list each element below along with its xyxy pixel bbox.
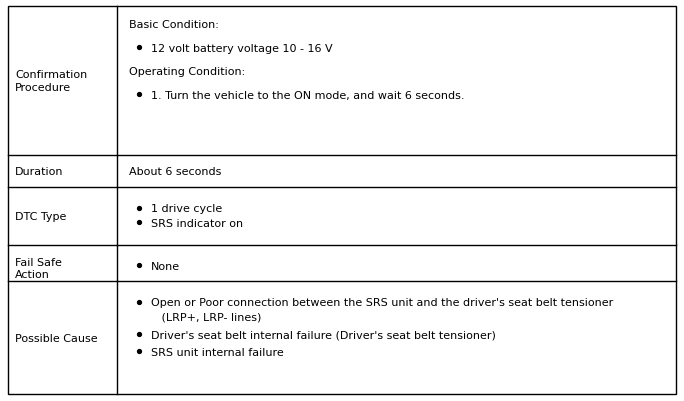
Text: Fail Safe
Action: Fail Safe Action	[15, 257, 62, 279]
Text: Confirmation
Procedure: Confirmation Procedure	[15, 70, 88, 93]
Text: Possible Cause: Possible Cause	[15, 333, 98, 343]
Text: Open or Poor connection between the SRS unit and the driver's seat belt tensione: Open or Poor connection between the SRS …	[151, 298, 614, 308]
Text: 1 drive cycle: 1 drive cycle	[151, 204, 222, 214]
Text: Driver's seat belt internal failure (Driver's seat belt tensioner): Driver's seat belt internal failure (Dri…	[151, 330, 496, 339]
Text: 12 volt battery voltage 10 - 16 V: 12 volt battery voltage 10 - 16 V	[151, 44, 332, 54]
Text: 1. Turn the vehicle to the ON mode, and wait 6 seconds.: 1. Turn the vehicle to the ON mode, and …	[151, 90, 464, 100]
Text: SRS indicator on: SRS indicator on	[151, 218, 243, 228]
Text: DTC Type: DTC Type	[15, 211, 66, 221]
Text: SRS unit internal failure: SRS unit internal failure	[151, 347, 284, 357]
Text: Basic Condition:: Basic Condition:	[129, 20, 219, 30]
Text: Duration: Duration	[15, 167, 64, 177]
Text: Operating Condition:: Operating Condition:	[129, 67, 246, 77]
Text: About 6 seconds: About 6 seconds	[129, 167, 222, 177]
Text: (LRP+, LRP- lines): (LRP+, LRP- lines)	[151, 312, 261, 322]
Text: None: None	[151, 261, 180, 271]
